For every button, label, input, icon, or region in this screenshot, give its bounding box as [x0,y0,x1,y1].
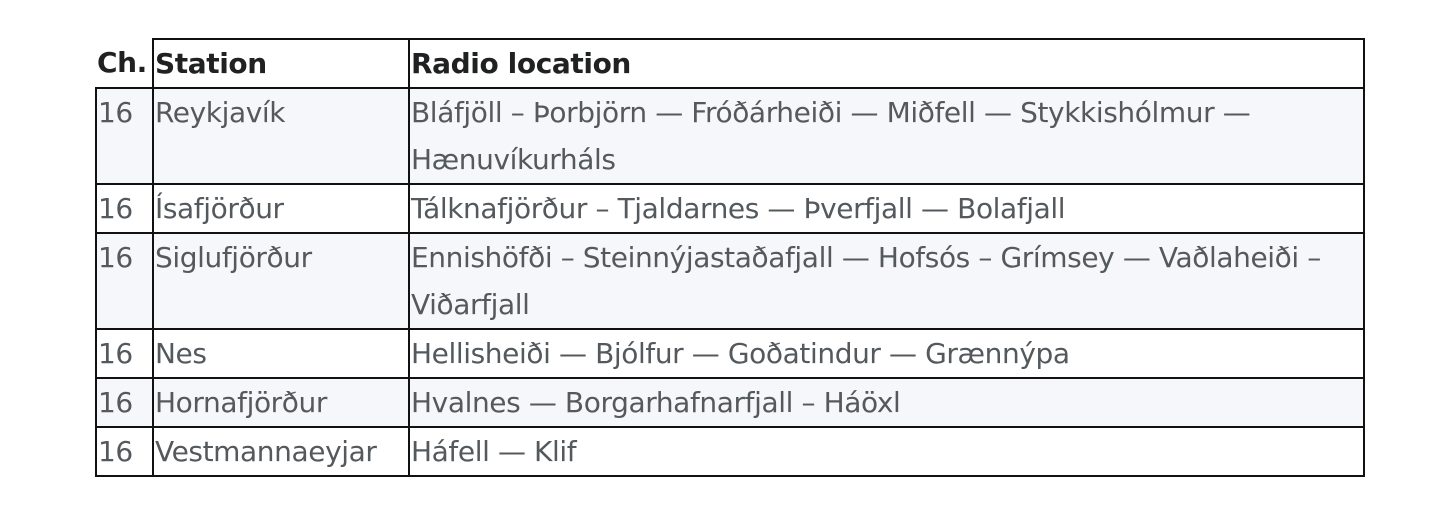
header-row: Ch. Station Radio location [96,38,1365,89]
cell-channel: 16 [95,426,154,477]
cell-station: Ísafjörður [152,183,410,234]
cell-location: Ennishöfði – Steinnýjastaðafjall — Hofsó… [408,232,1365,330]
table-row: 16 Vestmannaeyjar Háfell — Klif [95,426,1365,477]
table-row: 16 Hornafjörður Hvalnes — Borgarhafnarfj… [95,377,1365,428]
cell-location: Tálknafjörður – Tjaldarnes — Þverfjall —… [408,183,1365,234]
cell-channel: 16 [95,232,154,330]
cell-channel: 16 [95,183,154,234]
cell-station: Reykjavík [152,87,410,185]
cell-station: Hornafjörður [152,377,410,428]
table-row: 16 Reykjavík Bláfjöll – Þorbjörn — Fróðá… [95,87,1365,185]
cell-station: Vestmannaeyjar [152,426,410,477]
table-row: 16 Nes Hellisheiði — Bjólfur — Goðatindu… [95,328,1365,379]
cell-location: Hvalnes — Borgarhafnarfjall – Háöxl [408,377,1365,428]
cell-location: Bláfjöll – Þorbjörn — Fróðárheiði — Miðf… [408,87,1365,185]
cell-location: Háfell — Klif [408,426,1365,477]
cell-location: Hellisheiði — Bjólfur — Goðatindur — Græ… [408,328,1365,379]
radio-stations-table: Ch. Station Radio location 16 Reykjavík … [95,38,1365,477]
header-station: Station [152,38,410,89]
cell-channel: 16 [95,328,154,379]
cell-station: Siglufjörður [152,232,410,330]
cell-station: Nes [152,328,410,379]
table-row: 16 Ísafjörður Tálknafjörður – Tjaldarnes… [95,183,1365,234]
cell-channel: 16 [95,87,154,185]
header-location: Radio location [408,38,1365,89]
cell-channel: 16 [95,377,154,428]
header-channel: Ch. [97,46,147,79]
table-row: 16 Siglufjörður Ennishöfði – Steinnýjast… [95,232,1365,330]
